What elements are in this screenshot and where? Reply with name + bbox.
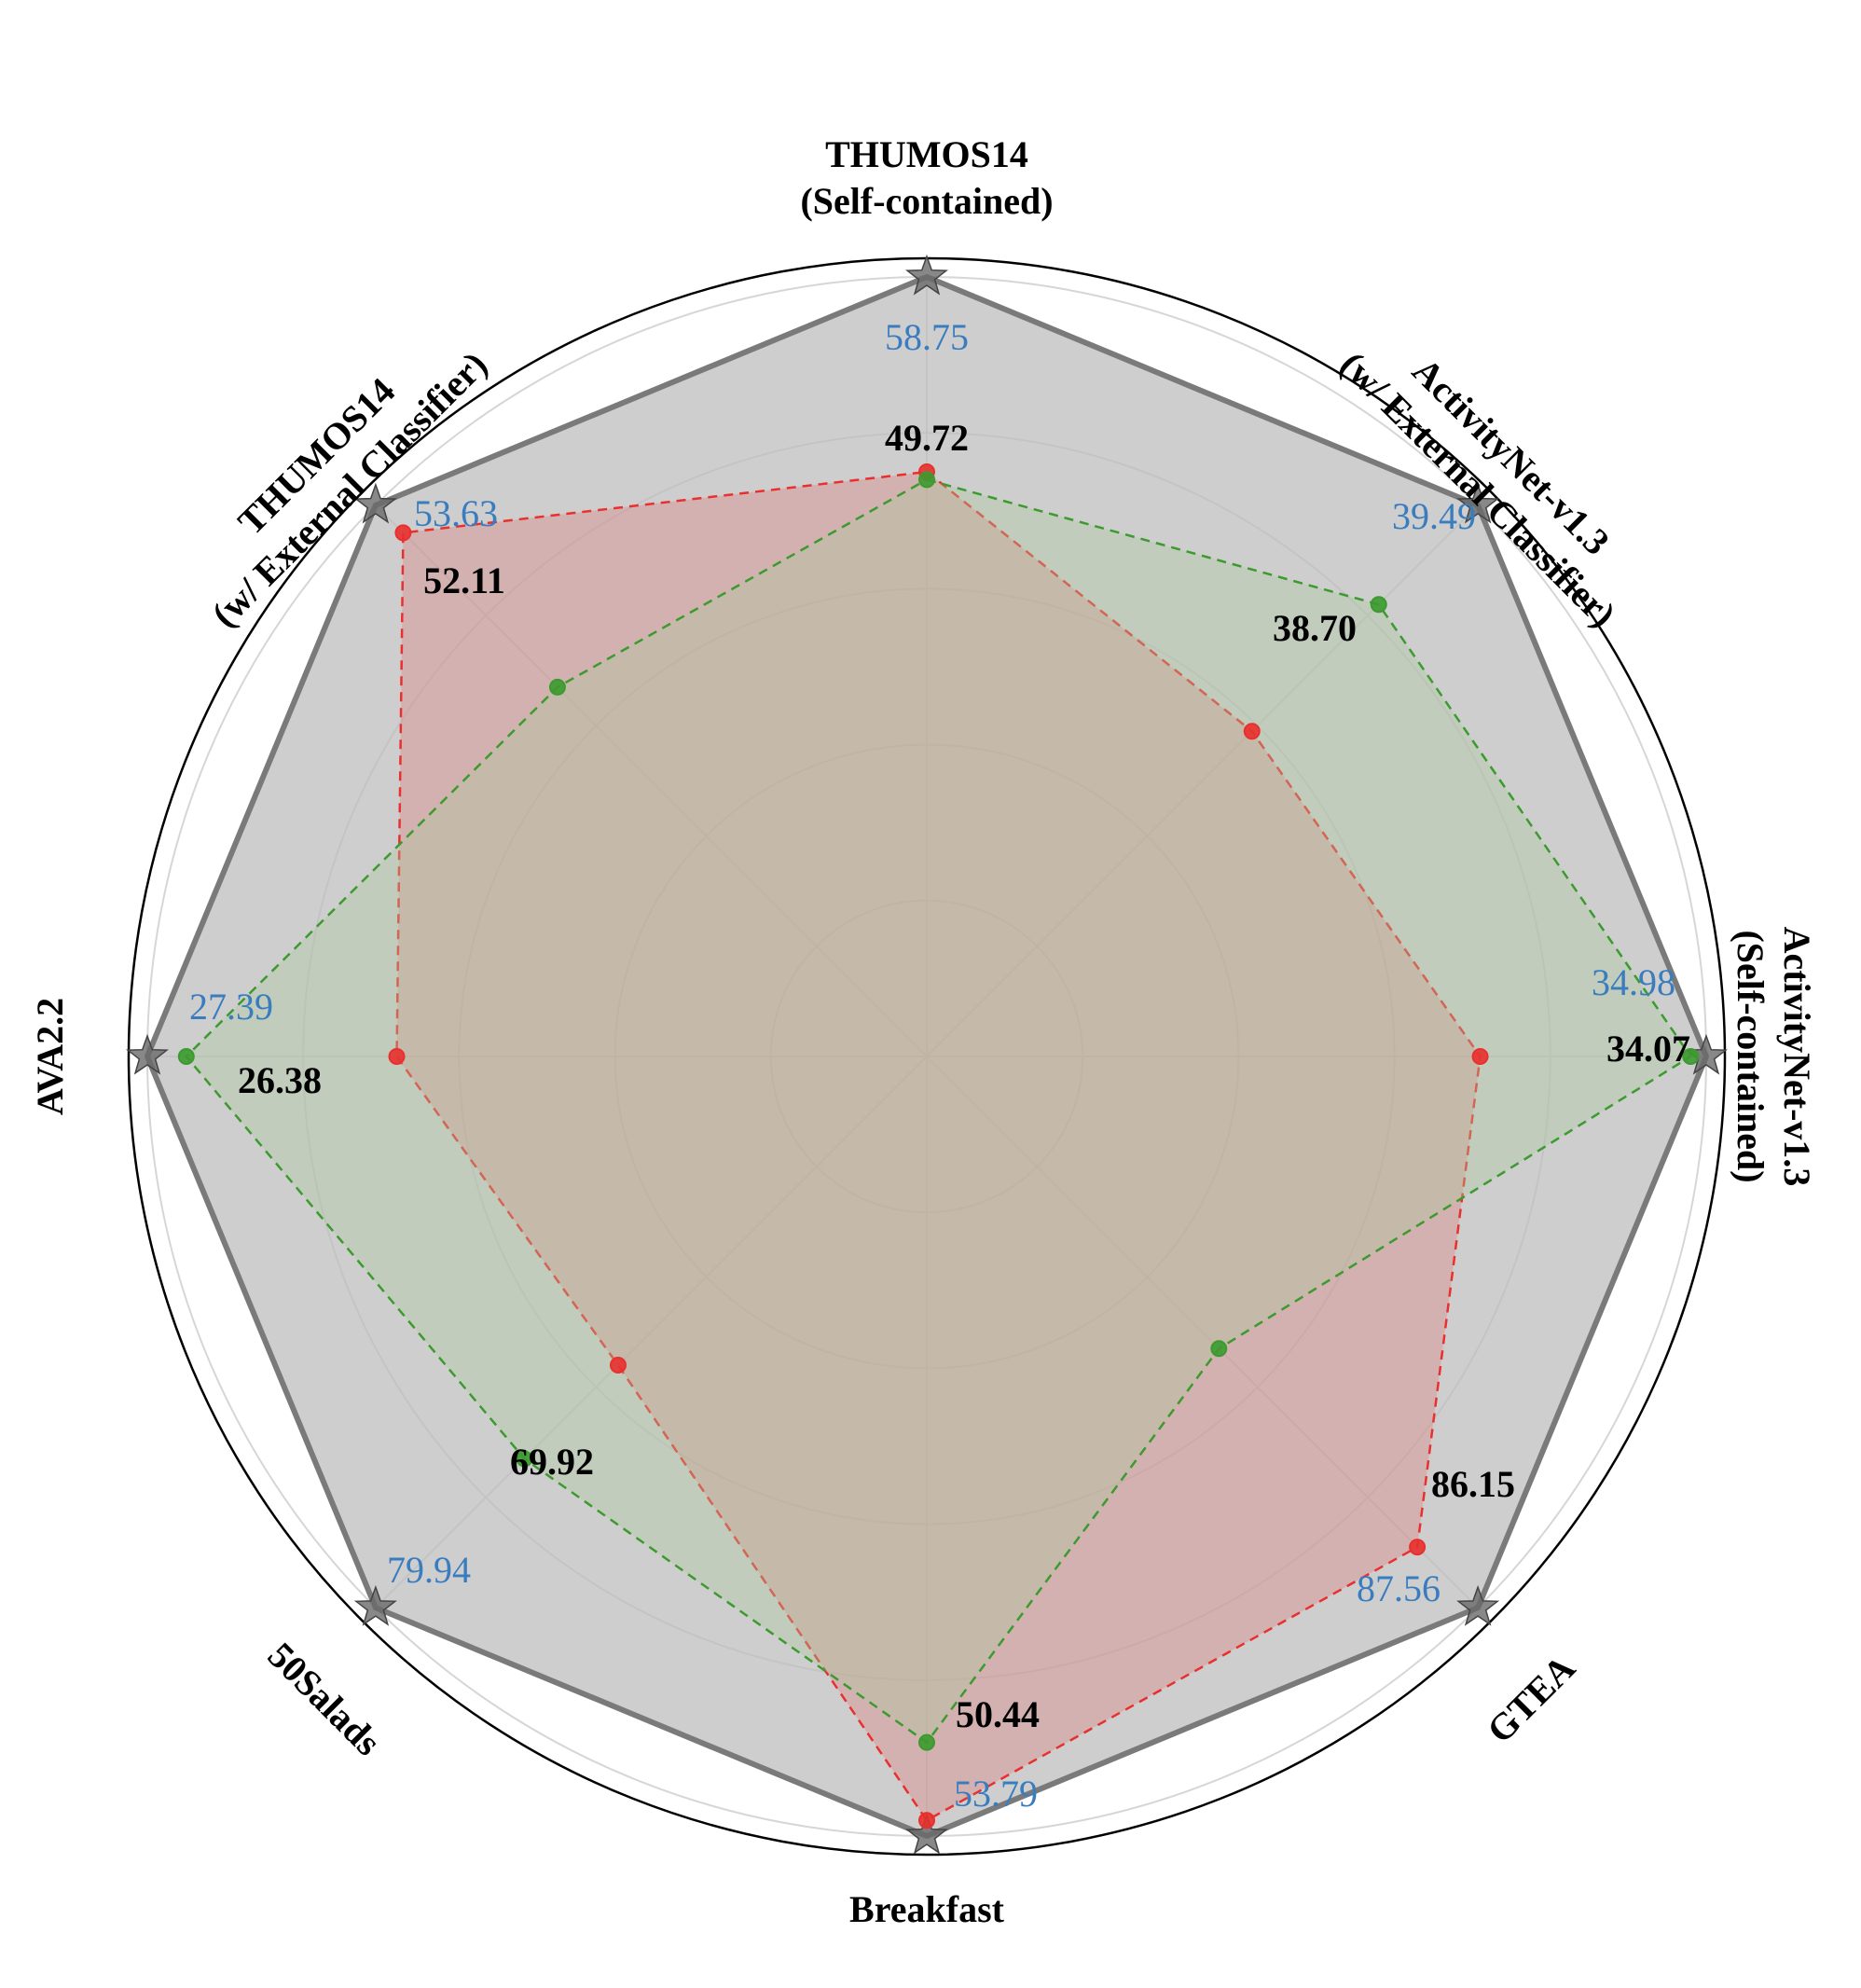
axis-label: THUMOS14 (Self-contained) (800, 133, 1053, 222)
red-point (1471, 1048, 1489, 1065)
best-value-label: 39.49 (1392, 495, 1476, 537)
red-point (1243, 723, 1261, 740)
best-value-label: 79.94 (387, 1549, 471, 1591)
best-star-marker (1456, 482, 1500, 524)
best-star-marker (905, 254, 948, 296)
axis-label: ActivityNet-v1.3(Self-contained) (1730, 927, 1818, 1187)
best-star-marker (353, 1584, 397, 1626)
axis-label-line: GTEA (1479, 1647, 1583, 1751)
axis-label-line: 50Salads (260, 1635, 390, 1764)
axis-label-line: THUMOS14 (825, 133, 1028, 175)
second-value-label: 49.72 (885, 417, 969, 459)
axis-label: AVA2.2 (29, 998, 71, 1115)
red-point (609, 1357, 627, 1374)
best-value-label: 58.75 (885, 316, 969, 358)
second-value-label: 50.44 (956, 1693, 1040, 1735)
second-value-label: 26.38 (238, 1059, 322, 1101)
green-point (918, 1733, 935, 1751)
second-value-label: 38.70 (1273, 607, 1357, 649)
axis-label: Breakfast (849, 1888, 1005, 1930)
best-value-label: 87.56 (1357, 1567, 1441, 1609)
axis-label-line: (Self-contained) (800, 180, 1053, 222)
value-label-group: 58.75 49.72 39.49 38.70 34.98 34.07 87.56 86.15… (189, 316, 1690, 1815)
red-point (918, 1812, 935, 1829)
second-value-label: 34.07 (1606, 1028, 1690, 1070)
best-star-marker (1456, 1584, 1500, 1626)
best-value-label: 34.98 (1592, 961, 1675, 1003)
best-value-label: 53.63 (414, 492, 498, 534)
green-point (548, 678, 566, 696)
green-point (1682, 1048, 1700, 1065)
axis-label: GTEA (1479, 1647, 1583, 1751)
axis-label-line: (Self-contained) (1730, 930, 1771, 1182)
best-value-label: 27.39 (189, 986, 273, 1028)
second-value-label: 69.92 (510, 1441, 594, 1483)
green-point (1370, 596, 1387, 614)
best-star-marker (353, 482, 397, 524)
axis-label-line: Breakfast (849, 1888, 1005, 1930)
axis-label-line: ActivityNet-v1.3 (1776, 927, 1818, 1187)
green-point (1210, 1340, 1228, 1358)
red-point (388, 1048, 406, 1065)
best-value-label: 53.79 (954, 1773, 1038, 1815)
green-point (177, 1048, 195, 1065)
axis-label-line: AVA2.2 (29, 998, 71, 1115)
marker-group (126, 254, 1728, 1855)
best-star-marker (905, 1813, 948, 1855)
red-point (394, 524, 412, 542)
green-point (516, 1450, 533, 1468)
red-point (1409, 1539, 1427, 1556)
best-star-marker (126, 1033, 169, 1075)
second-value-label: 86.15 (1431, 1463, 1515, 1505)
green-point (918, 471, 935, 489)
series-group (145, 274, 1709, 1839)
second-value-label: 52.11 (423, 559, 505, 601)
axis-label: 50Salads (260, 1635, 390, 1764)
series-red-area (395, 470, 1482, 1822)
